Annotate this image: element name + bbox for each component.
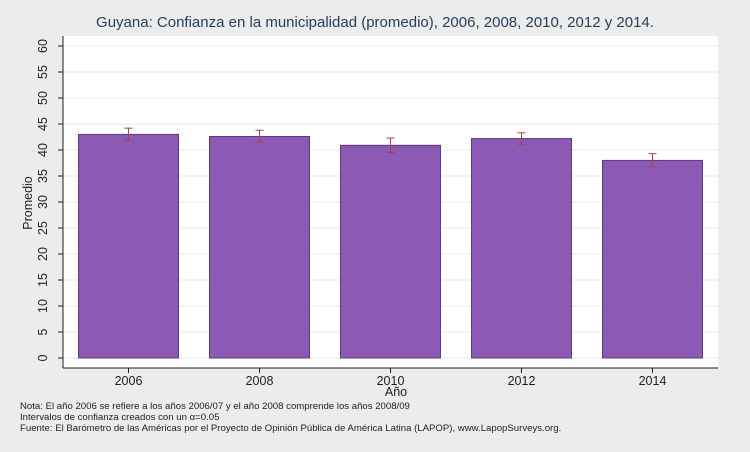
bar: [471, 138, 572, 359]
x-axis-label: Año: [385, 385, 407, 399]
bar: [78, 133, 179, 359]
y-tick-label: 20: [36, 247, 50, 261]
chart-title: Guyana: Confianza en la municipalidad (p…: [96, 14, 654, 31]
y-tick-label: 5: [36, 328, 50, 335]
bar: [209, 135, 310, 359]
x-tick-label: 2006: [115, 374, 143, 388]
y-tick-label: 10: [36, 299, 50, 313]
note-line: Fuente: El Barómetro de las Américas por…: [20, 423, 562, 435]
bar: [340, 144, 441, 359]
bar: [602, 159, 703, 359]
y-axis-label: Promedio: [21, 176, 35, 230]
x-tick-label: 2008: [246, 374, 274, 388]
x-tick-label: 2012: [508, 374, 536, 388]
y-tick-label: 35: [36, 169, 50, 183]
y-tick-label: 15: [36, 273, 50, 287]
y-tick-label: 25: [36, 221, 50, 235]
y-tick-label: 0: [36, 354, 50, 361]
x-tick-label: 2014: [639, 374, 667, 388]
chart-notes: Nota: El año 2006 se refiere a los años …: [20, 401, 561, 435]
y-tick-label: 50: [36, 91, 50, 105]
y-tick-label: 60: [36, 39, 50, 53]
y-tick-label: 55: [36, 65, 50, 79]
y-tick-label: 30: [36, 195, 50, 209]
x-tick-label: 2010: [377, 374, 405, 388]
note-line: Intervalos de confianza creados con un α…: [20, 412, 220, 424]
note-line: Nota: El año 2006 se refiere a los años …: [20, 401, 410, 412]
y-tick-label: 40: [36, 143, 50, 157]
y-tick-label: 45: [36, 117, 50, 131]
